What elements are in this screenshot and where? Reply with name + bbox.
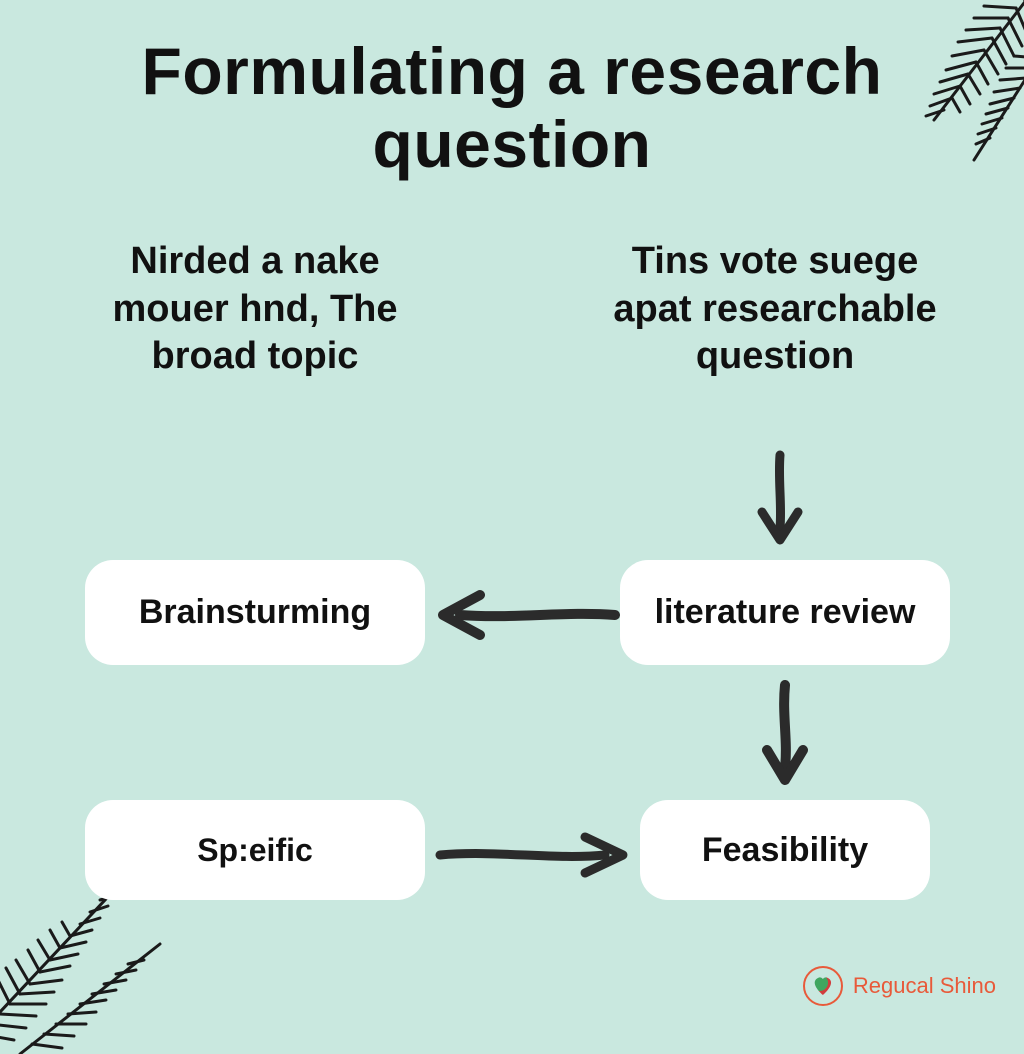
- subtext-researchable-question: Tins vote suege apat researchable questi…: [610, 238, 940, 381]
- brand-badge: Regucal Shino: [803, 966, 996, 1006]
- arrow-down-to-feasibility: [755, 680, 815, 790]
- node-literature-review: literature review: [620, 560, 950, 665]
- brand-label: Regucal Shino: [853, 973, 996, 999]
- node-specific: Sp:eific: [85, 800, 425, 900]
- brand-logo-icon: [803, 966, 843, 1006]
- arrow-left-to-brainstorming: [435, 585, 620, 645]
- node-feasibility: Feasibility: [640, 800, 930, 900]
- arrow-right-to-feasibility: [435, 825, 630, 885]
- node-brainstorming: Brainsturming: [85, 560, 425, 665]
- page-title: Formulating a research question: [51, 35, 973, 180]
- subtext-broad-topic: Nirded a nake mouer hnd, The broad topic: [90, 238, 420, 381]
- arrow-down-to-literature: [750, 450, 810, 550]
